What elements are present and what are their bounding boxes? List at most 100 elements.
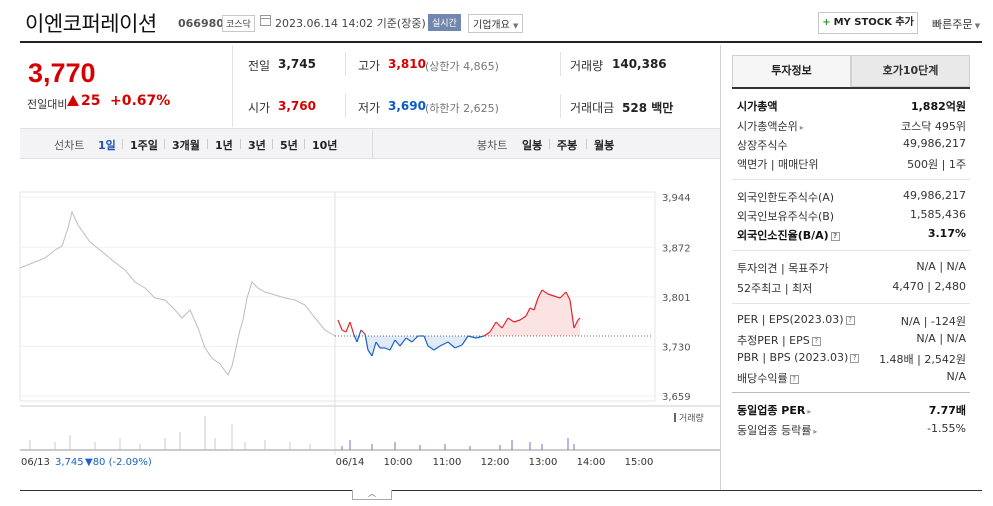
open-label: 시가 bbox=[248, 101, 271, 115]
market-badge: 코스닥 bbox=[222, 15, 255, 32]
tab-3month[interactable]: 3개월 bbox=[172, 139, 200, 152]
price-series-segment bbox=[454, 344, 463, 349]
pbr-label: PBR | BPS (2023.03) bbox=[737, 351, 849, 364]
help-icon[interactable]: ? bbox=[845, 316, 855, 325]
rank-label: 시가총액순위 bbox=[737, 120, 798, 133]
par-label: 액면가 | 매매단위 bbox=[737, 158, 819, 171]
foreign-hold-label: 외국인보유주식수(B) bbox=[737, 210, 835, 223]
company-info-dropdown[interactable]: 기업개요 ▼ bbox=[468, 14, 524, 33]
x-tick-label: 14:00 bbox=[577, 457, 606, 468]
industry-per-value: 7.77배 bbox=[928, 404, 966, 417]
price-series-segment bbox=[349, 321, 355, 336]
amount-label: 거래대금 bbox=[570, 101, 615, 115]
divider bbox=[232, 45, 233, 127]
price-series-segment bbox=[337, 319, 343, 331]
price-series-segment bbox=[394, 339, 401, 347]
price-series-segment bbox=[467, 335, 477, 339]
volume-legend-marker bbox=[674, 413, 676, 422]
price-series-segment bbox=[559, 291, 567, 299]
divider bbox=[732, 250, 970, 251]
down-area bbox=[350, 335, 486, 356]
tab-1day[interactable]: 1일 bbox=[98, 139, 116, 152]
y-tick-label: 3,944 bbox=[662, 193, 691, 204]
price-series-segment bbox=[573, 319, 579, 329]
price-series-segment bbox=[577, 317, 581, 321]
price-series-segment bbox=[405, 337, 413, 343]
lower-limit: (하한가 2,625) bbox=[425, 102, 499, 115]
volume-label: 거래량 bbox=[570, 59, 604, 73]
help-icon[interactable]: ? bbox=[830, 232, 840, 241]
prev-day-price: 3,745 bbox=[55, 457, 84, 468]
chevron-right-icon: ▸ bbox=[799, 123, 804, 132]
divider bbox=[122, 139, 123, 149]
divider bbox=[345, 52, 346, 76]
price-series-segment bbox=[356, 329, 362, 343]
divider bbox=[164, 139, 165, 149]
tab-1year[interactable]: 1년 bbox=[215, 139, 233, 152]
calendar-icon bbox=[260, 15, 271, 26]
industry-change-label: 동일업종 등락률 bbox=[737, 424, 812, 437]
price-chart[interactable]: 3,944 3,872 3,801 3,730 3,659 거래량 06/14 10:00 11… bbox=[0, 170, 720, 480]
x-tick-label: 10:00 bbox=[384, 457, 413, 468]
help-icon[interactable]: ? bbox=[789, 375, 799, 384]
price-series-segment bbox=[553, 295, 561, 299]
price-series-segment bbox=[495, 321, 503, 329]
upper-limit: (상한가 4,865) bbox=[425, 60, 499, 73]
price-series-segment bbox=[345, 321, 351, 333]
help-icon[interactable]: ? bbox=[850, 354, 860, 363]
divider bbox=[372, 130, 373, 158]
price-series-segment bbox=[341, 329, 347, 333]
current-price: 3,770 bbox=[28, 58, 96, 88]
market-cap-value: 1,882억원 bbox=[910, 100, 966, 113]
dividend-value: N/A bbox=[946, 370, 966, 383]
chevron-up-icon: ︿ bbox=[368, 489, 376, 498]
mystock-add-button[interactable]: + MY STOCK 추가 bbox=[818, 12, 918, 34]
y-tick-label: 3,659 bbox=[662, 392, 691, 403]
tab-10year[interactable]: 10년 bbox=[312, 139, 338, 152]
price-series-segment bbox=[364, 333, 369, 351]
x-tick-label: 15:00 bbox=[625, 457, 654, 468]
par-value: 500원 | 1주 bbox=[907, 158, 966, 171]
collapse-button[interactable]: ︿ bbox=[352, 490, 392, 500]
tab-weekly-candle[interactable]: 주봉 bbox=[557, 139, 578, 152]
divider bbox=[345, 94, 346, 118]
help-icon[interactable]: ? bbox=[811, 337, 821, 346]
tab-3year[interactable]: 3년 bbox=[248, 139, 266, 152]
tab-orderbook[interactable]: 호가10단계 bbox=[851, 55, 970, 87]
divider bbox=[240, 139, 241, 149]
panel-divider bbox=[732, 87, 970, 89]
pbr-value: 1.48배 | 2,542원 bbox=[879, 353, 966, 366]
price-series-segment bbox=[371, 341, 377, 357]
tab-daily-candle[interactable]: 일봉 bbox=[522, 139, 543, 152]
divider bbox=[304, 139, 305, 149]
est-per-value: N/A | N/A bbox=[916, 332, 966, 345]
price-series-segment bbox=[367, 349, 373, 357]
y-tick-label: 3,801 bbox=[662, 293, 691, 304]
price-series-segment bbox=[433, 345, 441, 351]
price-series-segment bbox=[513, 319, 521, 323]
x-tick-label: 11:00 bbox=[433, 457, 462, 468]
price-series-segment bbox=[360, 329, 366, 335]
price-series-segment bbox=[384, 347, 391, 351]
tab-5year[interactable]: 5년 bbox=[280, 139, 298, 152]
tab-monthly-candle[interactable]: 월봉 bbox=[594, 139, 615, 152]
prev-day-label: 전일대비 bbox=[27, 98, 68, 111]
divider bbox=[732, 303, 970, 304]
foreign-limit-label: 외국인한도주식수(A) bbox=[737, 191, 835, 204]
tab-invest-info[interactable]: 투자정보 bbox=[732, 55, 851, 87]
divider bbox=[549, 139, 550, 149]
tab-1week[interactable]: 1주일 bbox=[130, 139, 158, 152]
divider bbox=[560, 52, 561, 76]
est-per-label: 추정PER | EPS bbox=[737, 334, 810, 347]
y-tick-label: 3,730 bbox=[662, 342, 691, 353]
quick-order-link[interactable]: 빠른주문 ▼ bbox=[932, 16, 980, 32]
realtime-badge[interactable]: 실시간 bbox=[428, 14, 461, 31]
period-tab-bar bbox=[20, 128, 720, 159]
price-series-segment bbox=[399, 337, 407, 347]
prev-close-value: 3,745 bbox=[278, 57, 316, 71]
foreign-hold-value: 1,585,436 bbox=[910, 208, 966, 221]
price-series-segment bbox=[375, 341, 381, 349]
rank-value: 코스닥 495위 bbox=[901, 120, 966, 133]
foreign-rate-value: 3.17% bbox=[927, 227, 966, 240]
opinion-label: 투자의견 | 목표주가 bbox=[737, 262, 829, 275]
